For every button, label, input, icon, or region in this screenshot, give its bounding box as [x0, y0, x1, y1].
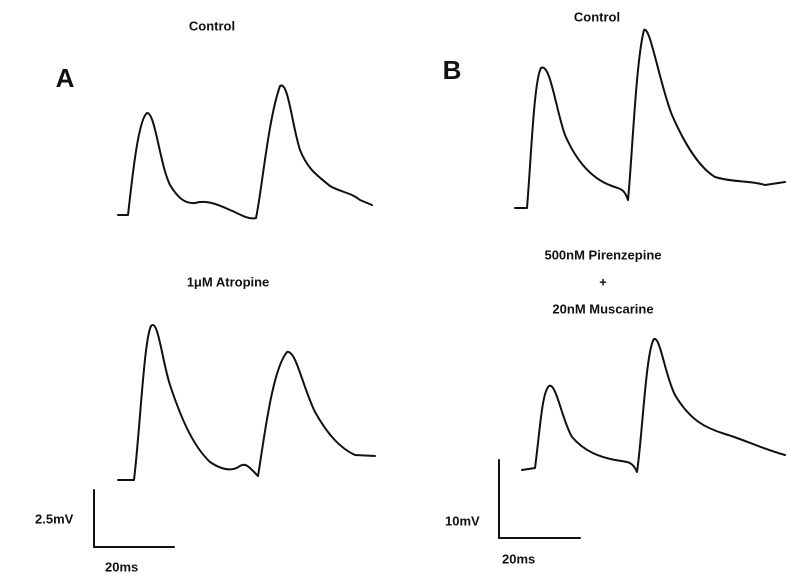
trace-b-control	[514, 28, 786, 209]
scale-a-y-label: 2.5mV	[35, 511, 74, 526]
panel-b-top-title: Control	[574, 9, 620, 24]
scale-a-x-label: 20ms	[105, 559, 138, 574]
panel-b-bottom-title-1: 500nM Pirenzepine	[544, 247, 661, 262]
scale-b-y-label: 10mV	[445, 513, 480, 528]
scale-b-x-label: 20ms	[502, 551, 535, 566]
panel-a-label: A	[56, 63, 75, 93]
panel-b-bottom-title-3: 20nM Muscarine	[552, 301, 653, 316]
panel-b-label: B	[443, 55, 462, 85]
trace-b-drug	[521, 337, 786, 473]
panel-a-top-title: Control	[189, 18, 235, 33]
panel-a-bottom-title: 1μM Atropine	[187, 274, 270, 289]
trace-a-atropine	[117, 324, 376, 481]
panel-b-bottom-title-2: +	[599, 274, 607, 289]
trace-a-control	[117, 84, 373, 220]
